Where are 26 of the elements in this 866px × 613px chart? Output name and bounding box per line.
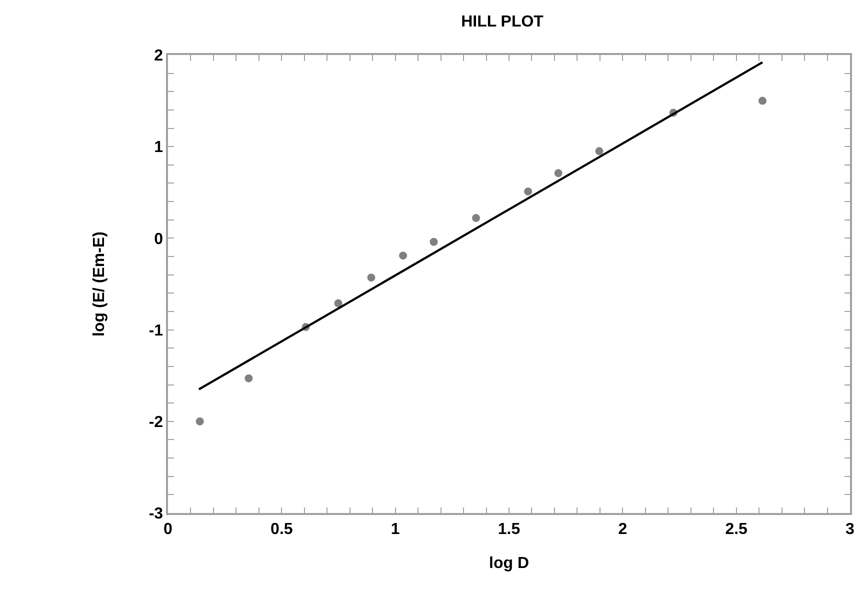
x-tick-label: 0.5: [270, 520, 293, 538]
point: [554, 169, 562, 178]
x-axis-title: log D: [489, 555, 529, 572]
y-tick-label: -3: [148, 506, 164, 523]
point: [196, 417, 204, 426]
point: [334, 299, 342, 308]
point: [758, 96, 766, 105]
x-tick-label: 1.5: [498, 520, 520, 538]
y-axis-title: log (E/ (Em-E): [91, 232, 108, 336]
y-tick-label: -1: [148, 322, 164, 340]
chart-title: HILL PLOT: [461, 14, 544, 31]
y-tick-label: 1: [154, 139, 164, 156]
point: [367, 274, 376, 282]
point: [399, 252, 408, 260]
point: [524, 187, 532, 196]
y-tick-label: 2: [154, 48, 164, 65]
point: [595, 147, 604, 156]
x-tick-label: 2: [618, 520, 628, 538]
point: [244, 374, 253, 382]
point: [472, 214, 480, 222]
x-tick-label: 2.5: [725, 520, 748, 538]
point: [430, 238, 438, 246]
x-tick-label: 3: [846, 520, 855, 538]
y-tick-label: 0: [154, 230, 164, 248]
x-tick-label: 1: [390, 520, 400, 538]
y-tick-label: -2: [148, 414, 164, 431]
